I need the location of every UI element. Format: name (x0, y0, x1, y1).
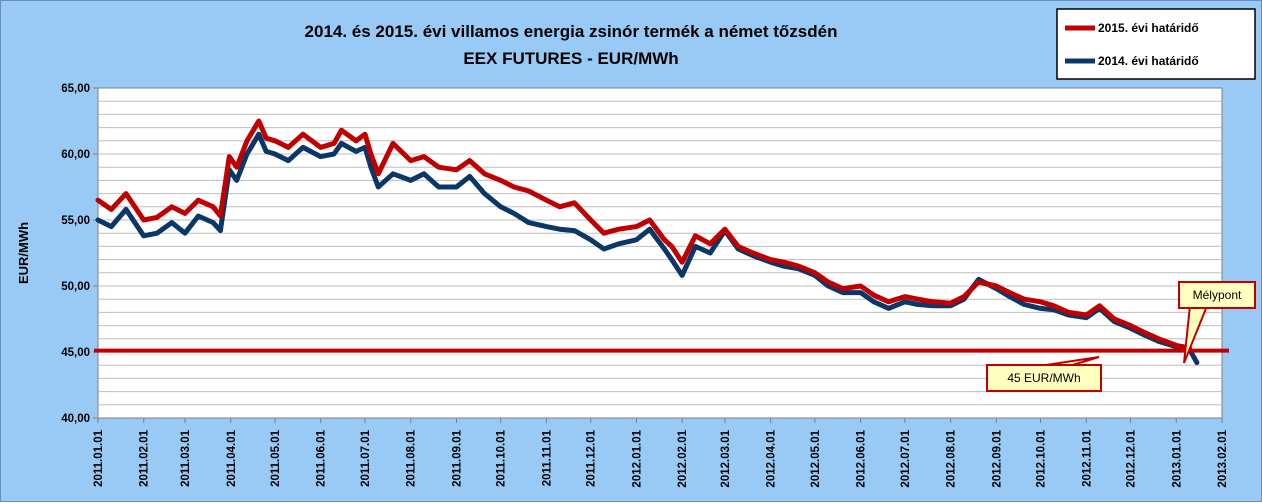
series-line-2014 (95, 131, 1200, 366)
x-tick-label: 2012.06.01 (856, 429, 868, 487)
callout-melypont-label: Mélypont (1193, 288, 1242, 302)
x-tick-label: 2012.01.01 (631, 429, 643, 487)
y-tick-label: 60,00 (61, 149, 90, 161)
y-tick-label: 45,00 (61, 347, 90, 359)
x-tick-label: 2012.11.01 (1081, 429, 1093, 487)
x-tick-label: 2012.04.01 (766, 429, 778, 487)
x-tick-label: 2011.05.01 (270, 429, 282, 487)
callout-45-label: 45 EUR/MWh (1007, 371, 1080, 385)
x-tick-label: 2011.01.01 (93, 429, 105, 487)
gridlines (98, 100, 1222, 406)
x-tick-label: 2012.02.01 (677, 429, 689, 487)
x-tick-label: 2012.03.01 (720, 429, 732, 487)
x-tick-label: 2011.06.01 (316, 429, 328, 487)
legend: 2015. évi határidő 2014. évi határidő (1056, 8, 1256, 80)
x-tick-label: 2011.12.01 (586, 429, 598, 487)
x-tick-label: 2012.07.01 (900, 429, 912, 487)
chart-title: 2014. és 2015. évi villamos energia zsin… (305, 22, 838, 41)
legend-label-2014: 2014. évi határidő (1098, 54, 1199, 68)
callout-melypont: Mélypont (1178, 281, 1256, 364)
x-tick-label: 2013.01.01 (1171, 429, 1183, 487)
x-ticks: 2011.01.01 2011.02.01 2011.03.01 2011.04.01… (93, 418, 1229, 488)
chart-subtitle: EEX FUTURES - EUR/MWh (463, 49, 678, 68)
x-tick-label: 2011.07.01 (360, 429, 372, 487)
y-tick-label: 55,00 (61, 215, 90, 227)
y-tick-label: 50,00 (61, 281, 90, 293)
x-tick-label: 2011.09.01 (451, 429, 463, 487)
series-lines (95, 118, 1200, 366)
callout-45: 45 EUR/MWh (986, 356, 1102, 392)
x-tick-label: 2013.02.01 (1217, 429, 1229, 487)
legend-label-2015: 2015. évi határidő (1098, 21, 1199, 35)
x-tick-label: 2011.08.01 (406, 429, 418, 487)
y-ticks: 40,00 45,00 50,00 55,00 60,00 65,00 (61, 83, 98, 425)
x-tick-label: 2012.05.01 (810, 429, 822, 487)
series-line-2015 (95, 118, 1192, 351)
x-tick-label: 2011.02.01 (139, 429, 151, 487)
x-tick-label: 2011.10.01 (496, 429, 508, 487)
y-axis-label: EUR/MWh (16, 222, 31, 284)
y-tick-label: 40,00 (61, 413, 90, 425)
x-tick-label: 2012.08.01 (946, 429, 958, 487)
y-tick-label: 65,00 (61, 83, 90, 95)
x-tick-label: 2012.09.01 (991, 429, 1003, 487)
x-tick-label: 2012.12.01 (1126, 429, 1138, 487)
x-tick-label: 2011.11.01 (541, 429, 553, 486)
x-tick-label: 2011.03.01 (180, 429, 192, 487)
x-tick-label: 2011.04.01 (226, 429, 238, 487)
x-tick-label: 2012.10.01 (1036, 429, 1048, 487)
plot-area (97, 87, 1223, 419)
